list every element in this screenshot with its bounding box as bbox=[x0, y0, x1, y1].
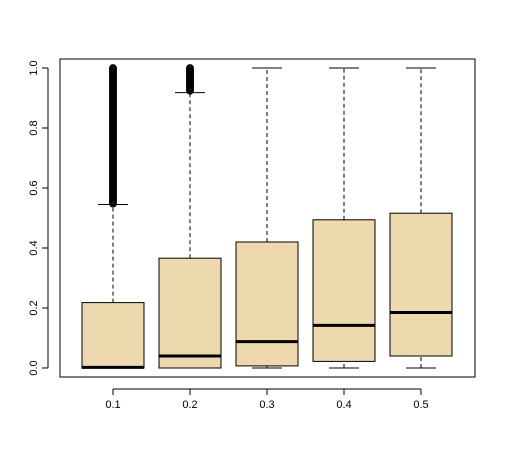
x-tick-label: 0.1 bbox=[105, 399, 120, 411]
box-0-5 bbox=[389, 67, 453, 369]
outlier-point bbox=[109, 199, 117, 208]
iqr-box bbox=[158, 257, 222, 369]
iqr-box bbox=[389, 212, 453, 357]
iqr-box bbox=[81, 302, 145, 369]
x-tick-label: 0.5 bbox=[413, 399, 428, 411]
iqr-box bbox=[235, 241, 299, 367]
iqr-box bbox=[312, 219, 376, 362]
x-tick-label: 0.4 bbox=[336, 399, 351, 411]
box-0-3 bbox=[235, 67, 299, 369]
x-tick-label: 0.2 bbox=[182, 399, 197, 411]
y-tick-label: 1.0 bbox=[28, 60, 40, 75]
box-0-1 bbox=[81, 64, 145, 369]
x-tick-label: 0.3 bbox=[259, 399, 274, 411]
y-tick-label: 0.0 bbox=[28, 360, 40, 375]
box-0-2 bbox=[158, 64, 222, 369]
x-axis: 0.1 0.2 0.3 0.4 0.5 bbox=[105, 388, 429, 411]
y-tick-label: 0.8 bbox=[28, 120, 40, 135]
y-axis: 0.0 0.2 0.4 0.6 0.8 1.0 bbox=[28, 60, 49, 376]
box-series bbox=[81, 64, 453, 369]
y-tick-label: 0.6 bbox=[28, 180, 40, 195]
y-tick-label: 0.2 bbox=[28, 300, 40, 315]
y-tick-label: 0.4 bbox=[28, 240, 40, 255]
plot-frame bbox=[59, 58, 476, 378]
box-0-4 bbox=[312, 67, 376, 369]
outlier-point bbox=[186, 86, 194, 95]
